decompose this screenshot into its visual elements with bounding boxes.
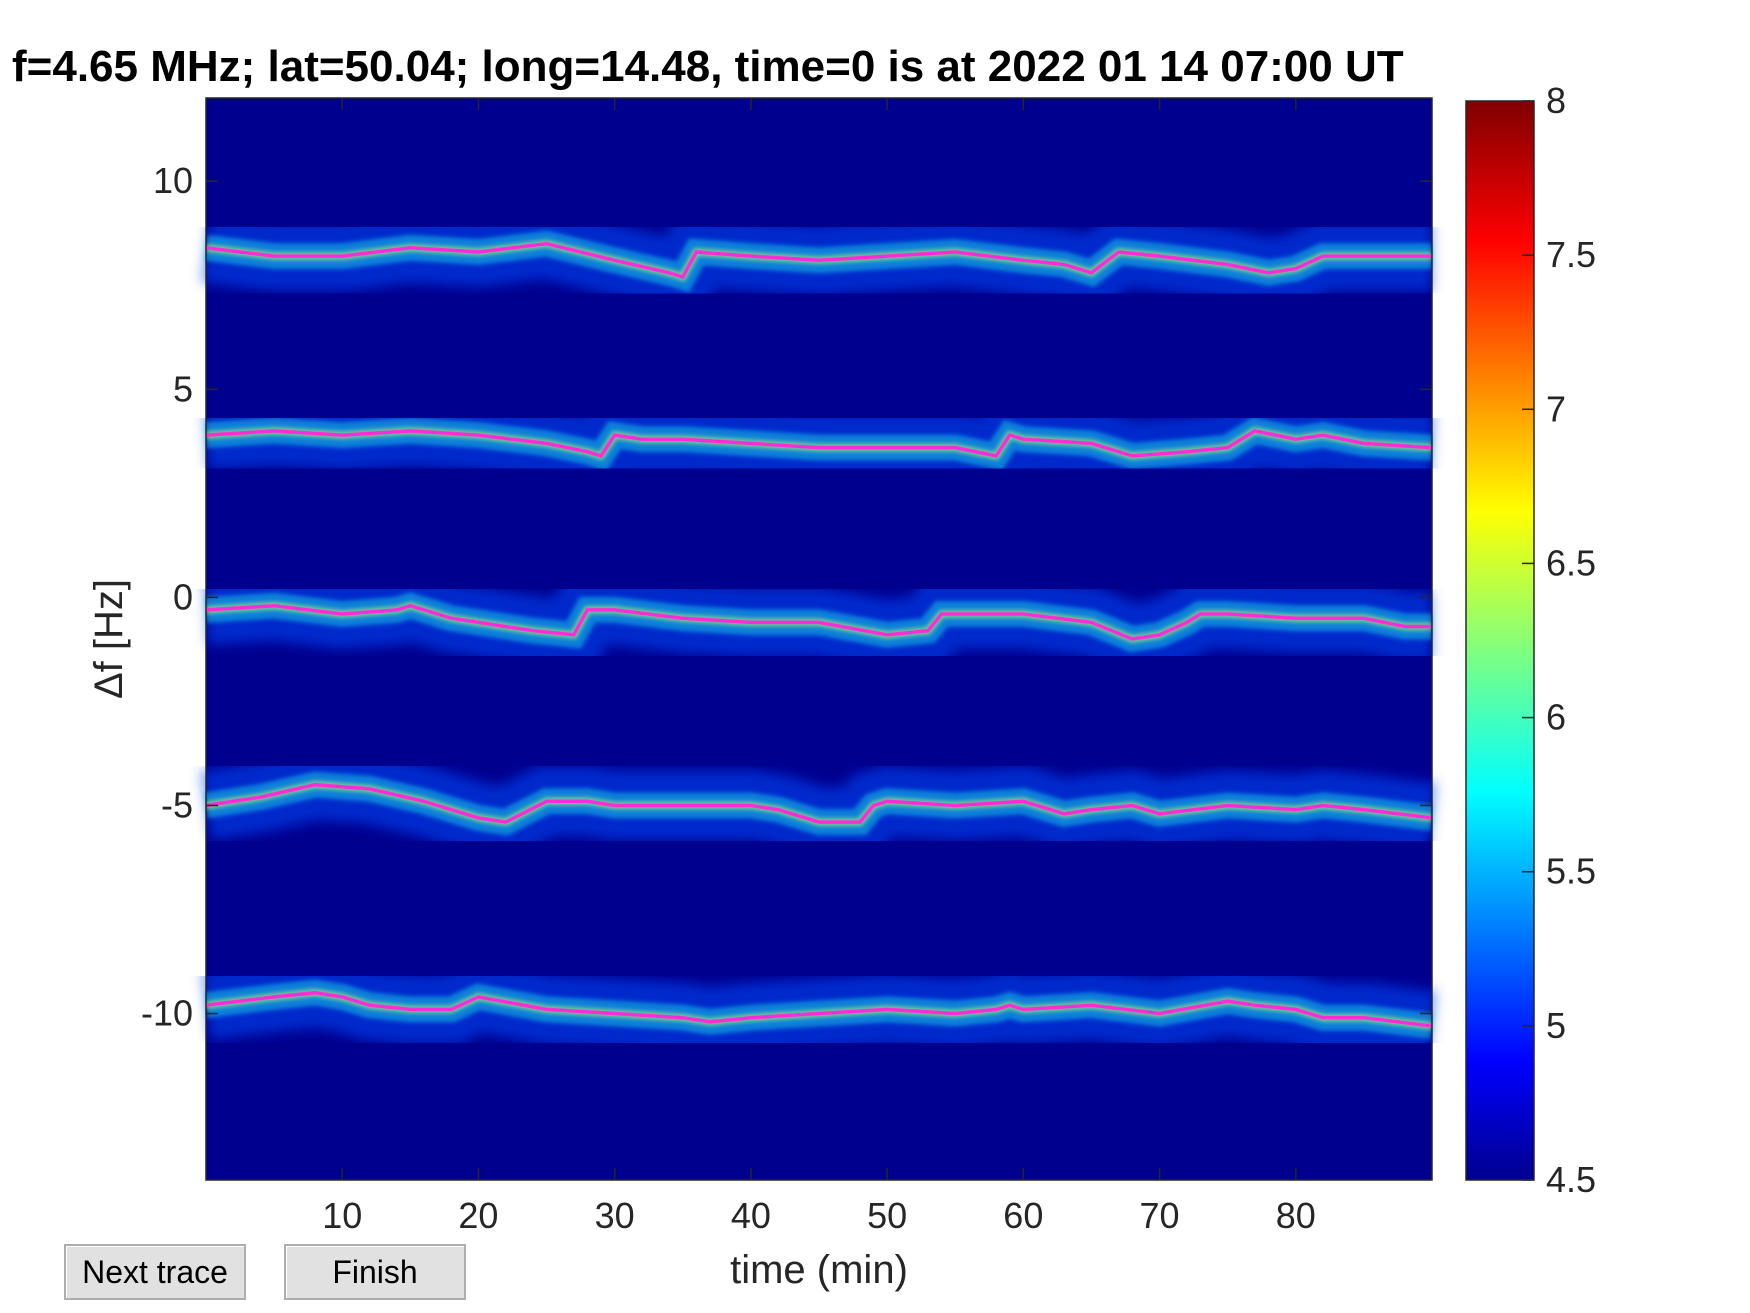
colorbar-tick-label: 7: [1546, 388, 1566, 429]
trace-line: [205, 782, 1433, 824]
trace-line: [205, 603, 1432, 641]
x-tick-label: 40: [731, 1195, 771, 1236]
y-tick-label: -5: [161, 784, 193, 825]
colorbar-tick-label: 8: [1546, 80, 1566, 121]
colorbar: [1465, 100, 1535, 1181]
colorbar-tick-label: 4.5: [1546, 1159, 1596, 1200]
x-axis-label: time (min): [730, 1248, 908, 1292]
trace-line: [205, 241, 1432, 279]
trace-lines: [205, 241, 1433, 1028]
x-tick-label: 20: [458, 1195, 498, 1236]
y-axis: 10 5 0 -5 -10: [141, 160, 1432, 1034]
trace-line: [205, 429, 1433, 458]
y-tick-label: 10: [153, 160, 193, 201]
colorbar-tick-label: 5: [1546, 1005, 1566, 1046]
trace-line: [205, 990, 1433, 1028]
next-trace-button[interactable]: Next trace: [64, 1244, 246, 1300]
x-tick-label: 10: [322, 1195, 362, 1236]
x-tick-label: 80: [1276, 1195, 1316, 1236]
colorbar-tick-label: 6: [1546, 697, 1566, 738]
finish-button[interactable]: Finish: [284, 1244, 466, 1300]
chart-title: f=4.65 MHz; lat=50.04; long=14.48, time=…: [12, 42, 1404, 91]
y-tick-label: 5: [173, 368, 193, 409]
colorbar-tick-label: 7.5: [1546, 234, 1596, 275]
colorbar-tick-label: 6.5: [1546, 542, 1596, 583]
x-tick-label: 50: [867, 1195, 907, 1236]
x-tick-label: 70: [1140, 1195, 1180, 1236]
x-tick-label: 60: [1003, 1195, 1043, 1236]
plot-frame: [205, 97, 1433, 1181]
x-axis: 10 20 30 40 50 60 70 80: [322, 98, 1316, 1236]
x-tick-label: 30: [595, 1195, 635, 1236]
colorbar-axis: 8 7.5 7 6.5 6 5.5 5 4.5: [1522, 80, 1596, 1200]
y-tick-label: 0: [173, 576, 193, 617]
colorbar-tick-label: 5.5: [1546, 851, 1596, 892]
y-tick-label: -10: [141, 993, 193, 1034]
y-axis-label: Δf [Hz]: [87, 579, 131, 699]
